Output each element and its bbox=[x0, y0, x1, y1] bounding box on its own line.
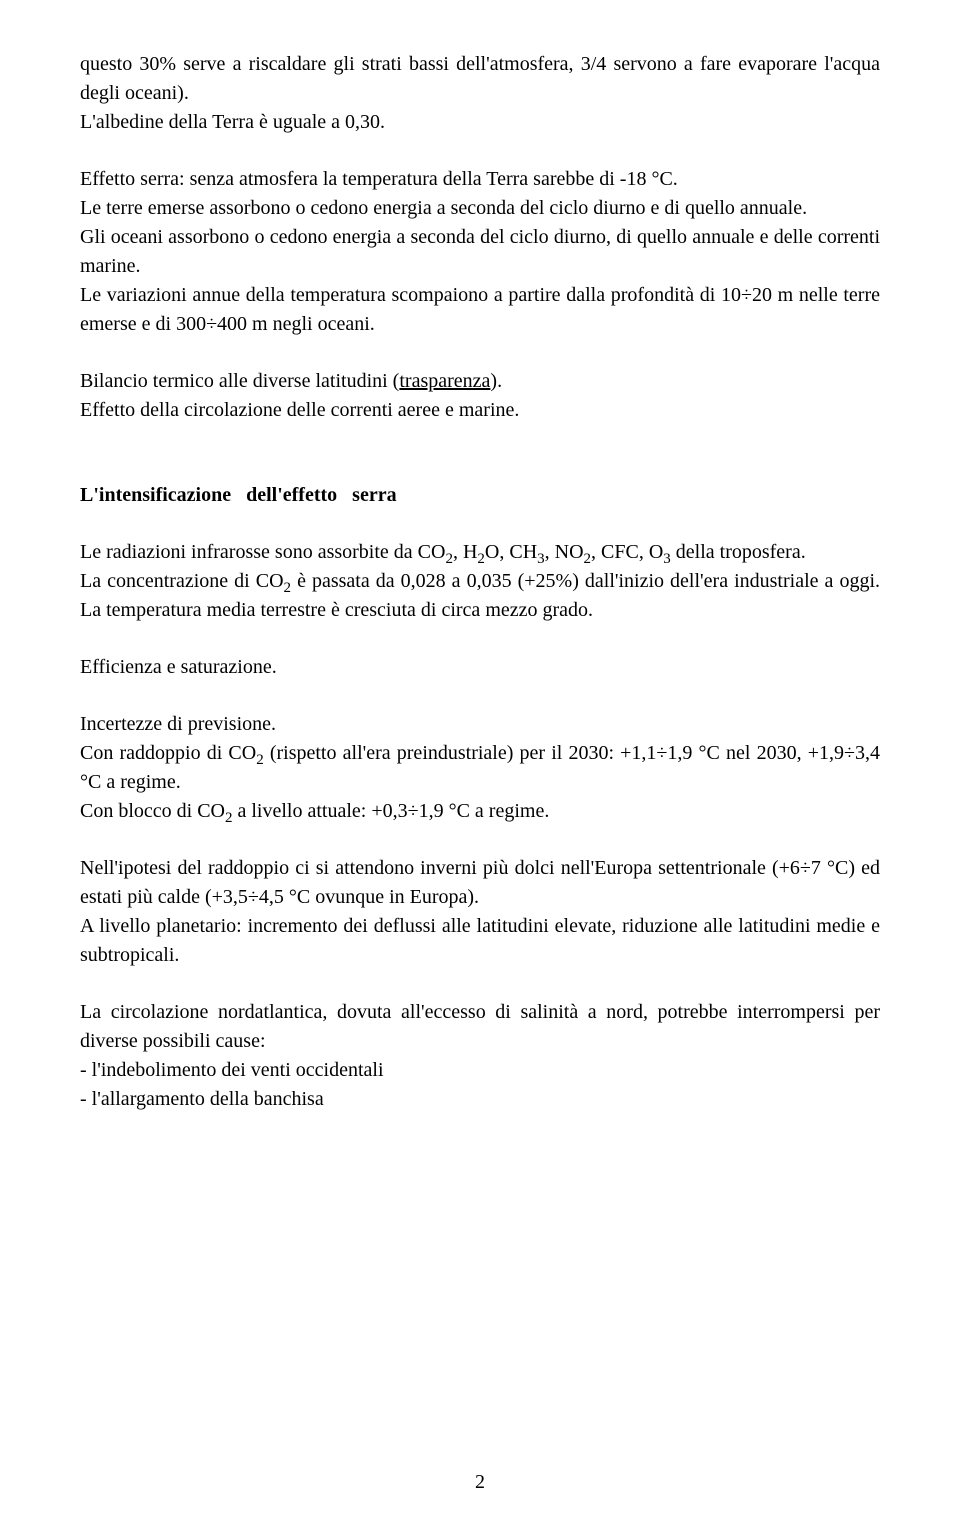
subscript: 2 bbox=[284, 580, 292, 596]
paragraph-text: Effetto della circolazione delle corrent… bbox=[80, 396, 880, 425]
section-heading: L'intensificazione dell'effetto serra bbox=[80, 481, 880, 510]
paragraph-text: questo 30% serve a riscaldare gli strati… bbox=[80, 50, 880, 108]
paragraph-text: L'albedine della Terra è uguale a 0,30. bbox=[80, 108, 880, 137]
list-item-text: - l'allargamento della banchisa bbox=[80, 1085, 880, 1114]
paragraph-text: Le terre emerse assorbono o cedono energ… bbox=[80, 194, 880, 223]
subscript: 2 bbox=[256, 752, 264, 768]
text-fragment: O, CH bbox=[485, 541, 537, 563]
text-fragment: Con blocco di CO bbox=[80, 800, 225, 822]
text-fragment: , H bbox=[453, 541, 477, 563]
text-fragment: Le radiazioni infrarosse sono assorbite … bbox=[80, 541, 445, 563]
text-fragment: della troposfera. bbox=[671, 541, 806, 563]
paragraph-text: Nell'ipotesi del raddoppio ci si attendo… bbox=[80, 854, 880, 912]
paragraph-text: Bilancio termico alle diverse latitudini… bbox=[80, 367, 880, 396]
subscript: 2 bbox=[225, 810, 233, 826]
paragraph-text: Gli oceani assorbono o cedono energia a … bbox=[80, 223, 880, 281]
subscript: 3 bbox=[663, 551, 671, 567]
paragraph-text: La concentrazione di CO2 è passata da 0,… bbox=[80, 567, 880, 625]
paragraph-text: La circolazione nordatlantica, dovuta al… bbox=[80, 998, 880, 1056]
text-fragment: Bilancio termico alle diverse latitudini… bbox=[80, 370, 399, 392]
subscript: 2 bbox=[584, 551, 592, 567]
subscript: 2 bbox=[477, 551, 485, 567]
paragraph-text: Le radiazioni infrarosse sono assorbite … bbox=[80, 538, 880, 567]
text-fragment: a livello attuale: +0,3÷1,9 °C a regime. bbox=[233, 800, 550, 822]
paragraph-text: Le variazioni annue della temperatura sc… bbox=[80, 281, 880, 339]
underlined-text: trasparenza bbox=[399, 370, 490, 392]
text-fragment: , NO bbox=[545, 541, 584, 563]
paragraph-text: Incertezze di previsione. bbox=[80, 710, 880, 739]
page-number: 2 bbox=[0, 1471, 960, 1494]
list-item-text: - l'indebolimento dei venti occidentali bbox=[80, 1056, 880, 1085]
text-fragment: , CFC, O bbox=[591, 541, 663, 563]
text-fragment: Con raddoppio di CO bbox=[80, 742, 256, 764]
paragraph-text: Con raddoppio di CO2 (rispetto all'era p… bbox=[80, 739, 880, 797]
subscript: 2 bbox=[445, 551, 453, 567]
subscript: 3 bbox=[537, 551, 545, 567]
paragraph-text: A livello planetario: incremento dei def… bbox=[80, 912, 880, 970]
paragraph-text: Effetto serra: senza atmosfera la temper… bbox=[80, 165, 880, 194]
text-fragment: La concentrazione di CO bbox=[80, 570, 284, 592]
document-page: questo 30% serve a riscaldare gli strati… bbox=[0, 0, 960, 1524]
paragraph-text: Con blocco di CO2 a livello attuale: +0,… bbox=[80, 797, 880, 826]
text-fragment: ). bbox=[490, 370, 502, 392]
paragraph-text: Efficienza e saturazione. bbox=[80, 653, 880, 682]
